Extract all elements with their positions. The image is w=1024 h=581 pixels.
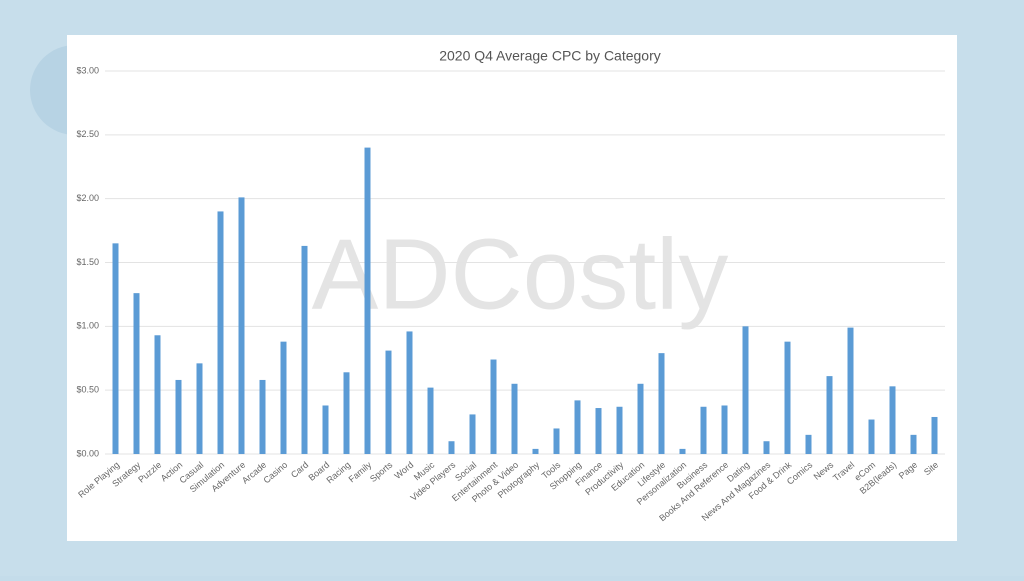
bar <box>763 441 770 454</box>
bar <box>427 387 434 454</box>
bar <box>532 448 539 454</box>
chart-title: 2020 Q4 Average CPC by Category <box>439 48 661 64</box>
watermark: ADCostly <box>312 218 729 330</box>
bar <box>784 341 791 454</box>
bar <box>196 363 203 454</box>
bar <box>742 326 749 454</box>
bar <box>805 434 812 454</box>
bar <box>826 376 833 454</box>
bar <box>637 383 644 454</box>
y-tick-label: $1.50 <box>76 257 99 267</box>
bar <box>364 147 371 454</box>
bar <box>259 379 266 454</box>
y-tick-label: $2.00 <box>76 193 99 203</box>
y-tick-label: $3.00 <box>76 65 99 75</box>
bar <box>175 379 182 454</box>
y-tick-label: $1.00 <box>76 321 99 331</box>
bar <box>679 448 686 454</box>
bar <box>931 416 938 454</box>
bar <box>301 245 308 454</box>
bar <box>658 353 665 454</box>
bar <box>511 383 518 454</box>
bar <box>406 331 413 454</box>
bar <box>280 341 287 454</box>
bar <box>595 408 602 454</box>
bar <box>112 243 119 454</box>
chart-card <box>67 35 957 541</box>
bar <box>217 211 224 454</box>
bar <box>868 419 875 454</box>
bar <box>889 386 896 454</box>
bar <box>322 405 329 454</box>
bar <box>721 405 728 454</box>
bar <box>343 372 350 454</box>
bar <box>847 327 854 454</box>
bar <box>385 350 392 454</box>
y-tick-label: $0.50 <box>76 385 99 395</box>
bar <box>238 197 245 454</box>
bar <box>469 414 476 454</box>
bar <box>154 335 161 454</box>
bar <box>574 400 581 454</box>
bar <box>133 293 140 454</box>
bar <box>700 406 707 454</box>
bar <box>910 434 917 454</box>
bar <box>616 406 623 454</box>
y-tick-label: $0.00 <box>76 448 99 458</box>
bar <box>553 428 560 454</box>
bar <box>490 359 497 454</box>
y-tick-label: $2.50 <box>76 129 99 139</box>
bar <box>448 441 455 454</box>
